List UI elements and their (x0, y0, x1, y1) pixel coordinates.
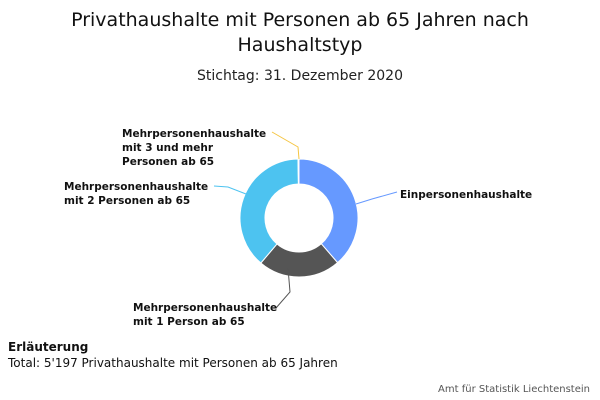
label-connector (275, 267, 291, 309)
slice-label: Einpersonenhaushalte (400, 189, 532, 201)
donut-slice[interactable] (298, 158, 359, 264)
label-connector (271, 131, 300, 160)
slice-label: Mehrpersonenhaushalte mit 2 Personen ab 6… (64, 181, 208, 207)
donut-slice[interactable] (297, 158, 300, 185)
label-connector (355, 191, 398, 205)
chart-title: Privathaushalte mit Personen ab 65 Jahre… (71, 9, 529, 56)
note-heading: Erläuterung (8, 340, 89, 354)
label-connector (213, 185, 247, 195)
slice-label: Mehrpersonenhaushalte mit 3 und mehr Perso… (122, 128, 266, 168)
credits-link[interactable]: Amt für Statistik Liechtenstein (438, 384, 590, 395)
slice-label: Mehrpersonenhaushalte mit 1 Person ab 65 (133, 302, 277, 328)
donut-slice[interactable] (239, 158, 299, 264)
note-text: Total: 5'197 Privathaushalte mit Persone… (8, 356, 338, 370)
chart-subtitle: Stichtag: 31. Dezember 2020 (196, 68, 403, 84)
